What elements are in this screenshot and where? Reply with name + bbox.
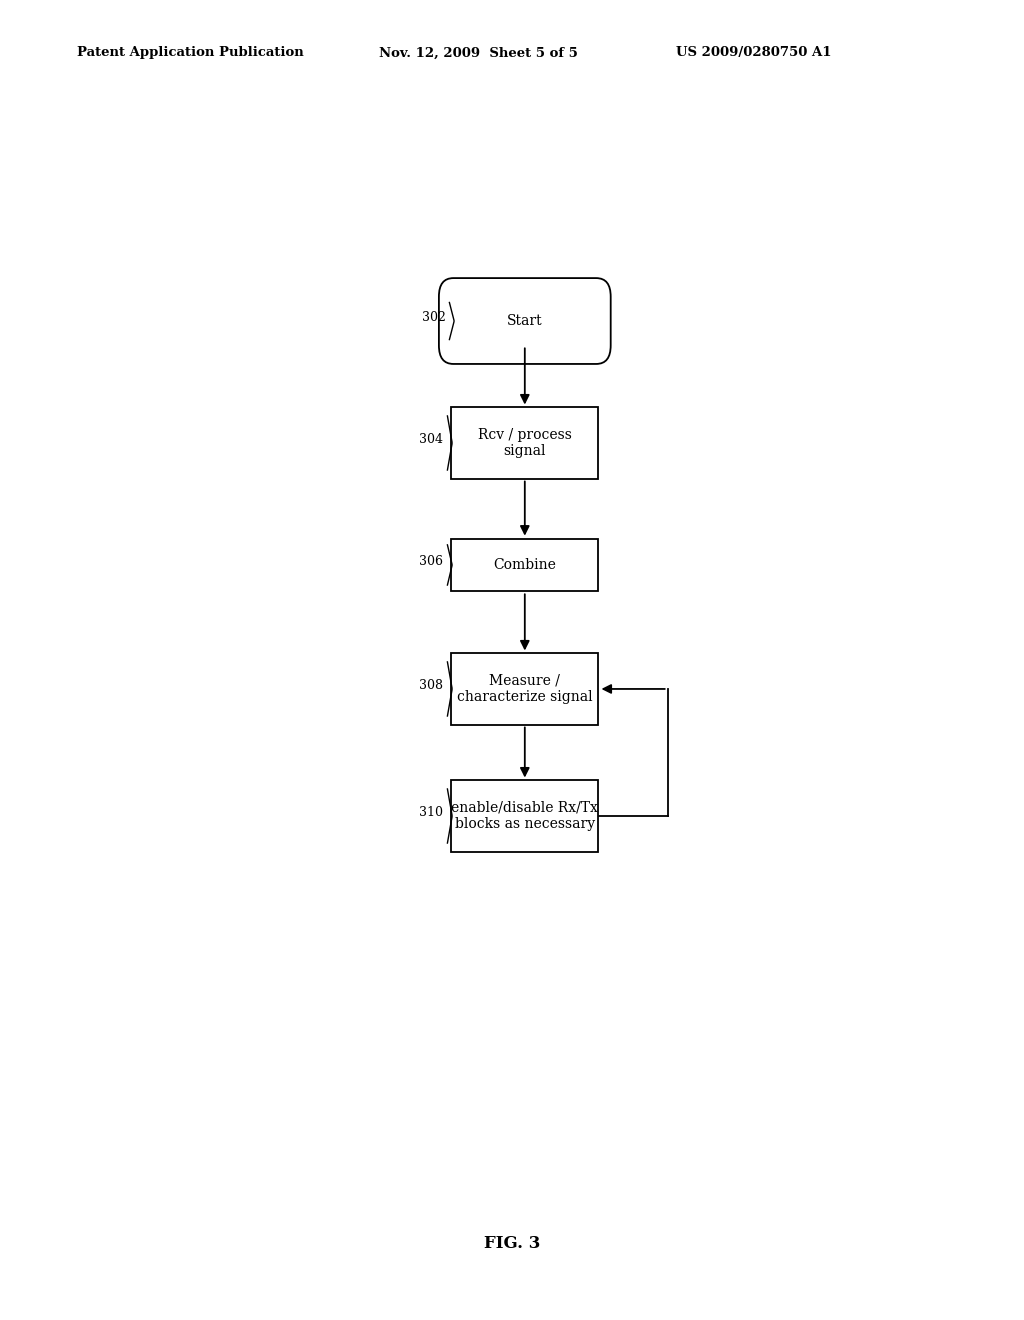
- Text: 302: 302: [422, 312, 445, 325]
- Text: Combine: Combine: [494, 558, 556, 572]
- Text: Patent Application Publication: Patent Application Publication: [77, 46, 303, 59]
- Text: 308: 308: [420, 680, 443, 693]
- Text: Start: Start: [507, 314, 543, 329]
- Text: 306: 306: [420, 556, 443, 569]
- Text: Nov. 12, 2009  Sheet 5 of 5: Nov. 12, 2009 Sheet 5 of 5: [379, 46, 578, 59]
- Text: 304: 304: [420, 433, 443, 446]
- Text: Rcv / process
signal: Rcv / process signal: [478, 428, 571, 458]
- Text: US 2009/0280750 A1: US 2009/0280750 A1: [676, 46, 831, 59]
- Text: Measure /
characterize signal: Measure / characterize signal: [457, 675, 593, 704]
- Text: FIG. 3: FIG. 3: [483, 1236, 541, 1251]
- Text: 310: 310: [420, 807, 443, 820]
- Text: enable/disable Rx/Tx
blocks as necessary: enable/disable Rx/Tx blocks as necessary: [452, 801, 598, 832]
